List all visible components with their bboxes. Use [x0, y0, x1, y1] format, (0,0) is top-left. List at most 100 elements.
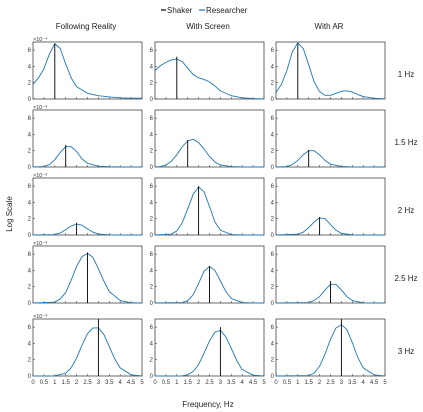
y-tick-label: 0: [150, 165, 154, 171]
x-tick-label: 1.5: [305, 380, 314, 386]
y-exponent-label: ×10⁻³: [33, 173, 47, 179]
panel-r1-c2: 0 2 4 6: [271, 109, 386, 171]
y-tick-label: 2: [28, 149, 32, 155]
y-axis-label: Log Scale: [5, 196, 14, 232]
x-tick-label: 5: [262, 380, 266, 386]
x-tick-label: 4: [119, 380, 123, 386]
y-tick-label: 0: [271, 233, 275, 239]
y-tick-label: 2: [28, 285, 32, 291]
y-tick-label: 4: [271, 64, 275, 70]
panel-r0-c2: 0 2 4 6: [271, 41, 386, 103]
y-tick-label: 0: [28, 301, 32, 307]
panel-frame: [32, 318, 143, 377]
y-tick-label: 4: [150, 341, 154, 347]
panel-frame: [32, 109, 143, 168]
y-tick-label: 4: [150, 200, 154, 206]
legend-shaker-label: Shaker: [167, 6, 193, 15]
x-tick-label: 1: [175, 380, 179, 386]
y-tick-label: 2: [150, 285, 154, 291]
x-tick-label: 2.5: [205, 380, 214, 386]
researcher-series-line: [32, 327, 143, 377]
y-tick-label: 2: [150, 81, 154, 87]
y-tick-label: 2: [150, 358, 154, 364]
panel-r4-c1: 0 2 4 6 0 0.5 1 1.5 2 2.5 3 3.5 4 4.5 5: [150, 318, 266, 386]
y-tick-label: 6: [271, 184, 275, 190]
x-tick-label: 2.5: [83, 380, 92, 386]
researcher-series-line: [154, 58, 265, 100]
panel-r4-c0: 0 2 4 6 0 0.5 1 1.5 2 2.5 3 3.5 4 4.5 5 ×10⁻³: [28, 314, 145, 386]
y-tick-label: 6: [150, 252, 154, 258]
y-tick-label: 0: [28, 97, 32, 103]
y-exponent-label: ×10⁻³: [33, 105, 47, 111]
x-tick-label: 5: [140, 380, 144, 386]
y-tick-label: 2: [271, 217, 275, 223]
panel-frame: [275, 41, 386, 100]
x-tick-label: 3: [97, 380, 101, 386]
researcher-series-line: [32, 43, 142, 99]
y-tick-label: 0: [28, 165, 32, 171]
researcher-series-line: [275, 217, 385, 236]
y-tick-label: 0: [271, 374, 275, 380]
y-tick-label: 2: [271, 358, 275, 364]
y-tick-label: 2: [271, 149, 275, 155]
y-tick-label: 2: [271, 285, 275, 291]
x-tick-label: 4.5: [127, 380, 136, 386]
panel-frame: [32, 177, 143, 236]
panel-r0-c0: 0 2 4 6×10⁻⁴: [28, 36, 143, 103]
column-title-with-screen: With Screen: [186, 22, 230, 31]
row-label-1-5-hz: 1.5 Hz: [394, 138, 417, 147]
y-tick-label: 4: [150, 268, 154, 274]
row-label-1-hz: 1 Hz: [398, 70, 414, 79]
panel-r2-c2: 0 2 4 6: [271, 177, 386, 239]
x-tick-label: 0.5: [40, 380, 49, 386]
x-tick-label: 3.5: [105, 380, 114, 386]
row-label-3-hz: 3 Hz: [398, 347, 414, 356]
y-tick-label: 6: [271, 252, 275, 258]
researcher-series-line: [275, 283, 385, 304]
y-tick-label: 2: [28, 358, 32, 364]
panel-frame: [32, 41, 143, 100]
y-tick-label: 6: [150, 116, 154, 122]
y-tick-label: 2: [271, 81, 275, 87]
x-tick-label: 2.5: [326, 380, 335, 386]
researcher-series-line: [32, 146, 142, 168]
x-tick-label: 3: [219, 380, 223, 386]
x-tick-label: 1: [296, 380, 300, 386]
x-tick-label: 4: [362, 380, 366, 386]
y-tick-label: 4: [28, 64, 32, 70]
panel-r3-c1: 0 2 4 6: [150, 245, 265, 307]
y-tick-label: 0: [150, 233, 154, 239]
y-tick-label: 0: [150, 301, 154, 307]
y-tick-label: 4: [28, 200, 32, 206]
researcher-series-line: [275, 150, 385, 168]
researcher-series-line: [154, 329, 265, 377]
y-tick-label: 4: [28, 268, 32, 274]
y-tick-label: 0: [271, 301, 275, 307]
legend: Shaker Researcher: [161, 6, 248, 15]
panel-frame: [275, 177, 386, 236]
panel-r3-c2: 0 2 4 6: [271, 245, 386, 307]
y-tick-label: 0: [28, 233, 32, 239]
y-tick-label: 2: [28, 81, 32, 87]
y-tick-label: 6: [28, 48, 32, 54]
panel-r1-c1: 0 2 4 6: [150, 109, 265, 171]
y-tick-label: 0: [28, 374, 32, 380]
row-label-2-5-hz: 2.5 Hz: [394, 274, 417, 283]
x-tick-label: 1.5: [62, 380, 71, 386]
column-title-following-reality: Following Reality: [56, 22, 116, 31]
y-tick-label: 4: [28, 341, 32, 347]
x-tick-label: 0.5: [162, 380, 171, 386]
x-tick-label: 1.5: [184, 380, 193, 386]
panel-frame: [275, 318, 386, 377]
researcher-series-line: [154, 138, 264, 168]
y-tick-label: 6: [150, 184, 154, 190]
legend-researcher-label: Researcher: [206, 6, 248, 15]
x-tick-label: 0: [31, 380, 35, 386]
panel-r2-c1: 0 2 4 6: [150, 177, 265, 239]
y-tick-label: 4: [150, 132, 154, 138]
panel-r2-c0: 0 2 4 6×10⁻³: [28, 173, 143, 239]
researcher-series-line: [275, 42, 386, 100]
x-tick-label: 0: [274, 380, 278, 386]
x-tick-label: 1: [53, 380, 57, 386]
